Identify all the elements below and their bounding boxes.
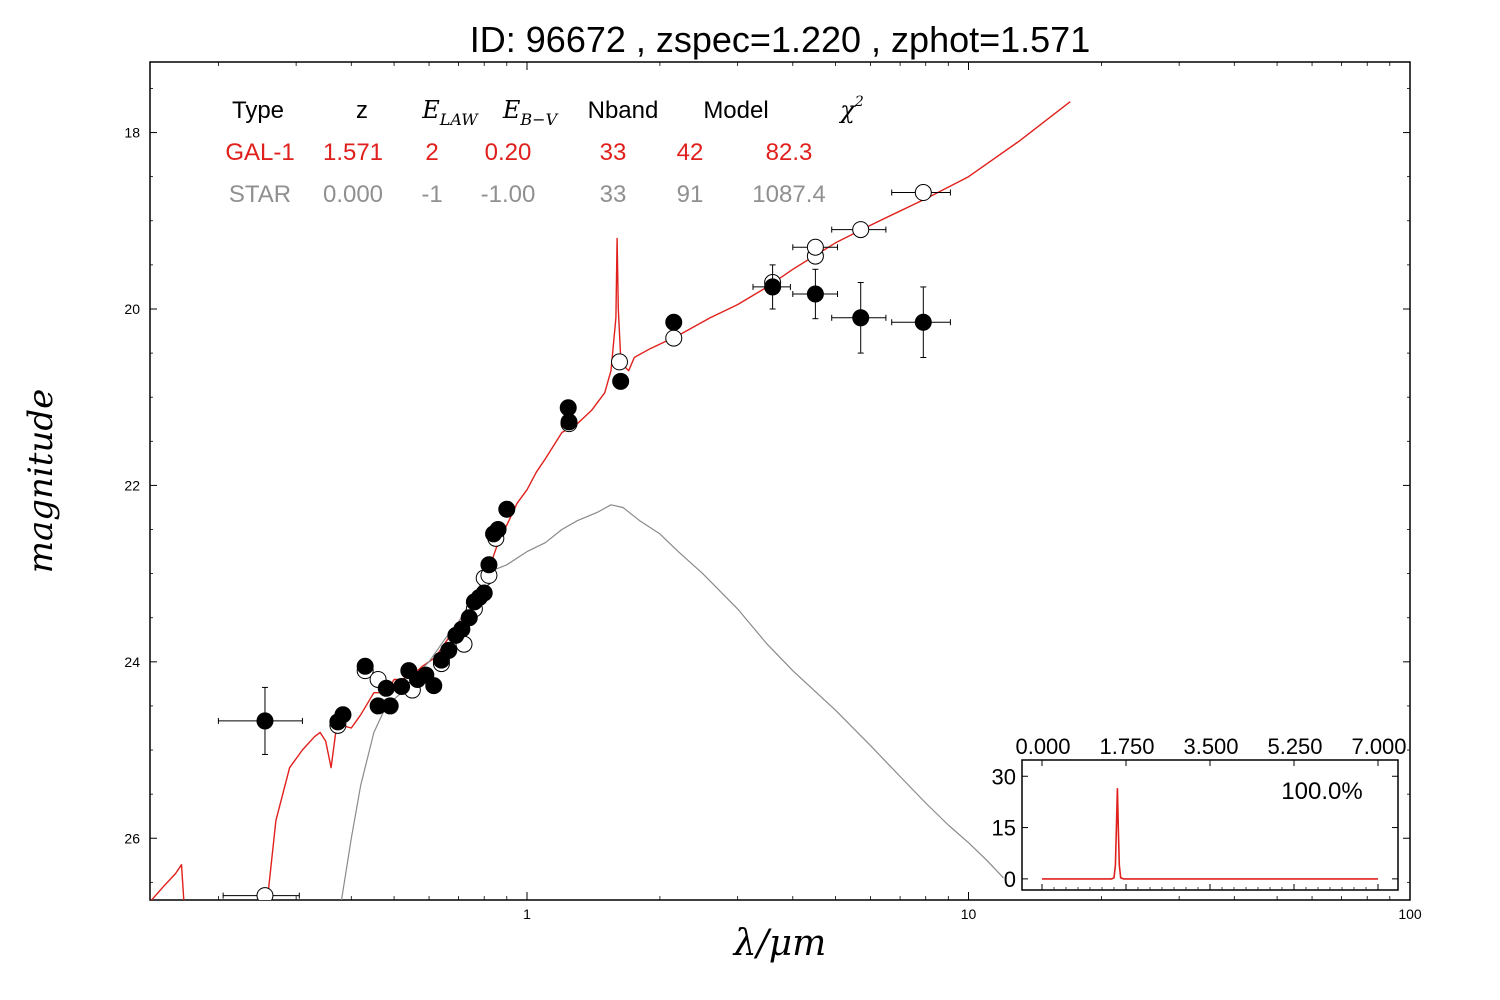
observed-flux-point: [852, 309, 870, 327]
observed-flux-point: [475, 584, 493, 602]
inset-y-tick-label: 15: [992, 816, 1016, 841]
y-tick-label: 18: [124, 125, 140, 141]
x-minor-ticks: [217, 62, 1391, 900]
inset-probability-label: 100.0%: [1281, 778, 1362, 805]
inset-x-tick-label: 3.500: [1183, 734, 1238, 759]
observed-flux-point: [559, 399, 577, 417]
table-cell: 33: [600, 139, 627, 166]
y-tick-label: 26: [124, 830, 140, 846]
inset-y-tick-label: 30: [992, 764, 1016, 789]
observed-flux-point: [393, 678, 411, 696]
model-flux-point: [806, 238, 824, 256]
observed-flux-point: [764, 278, 782, 296]
x-ticks: 1 10 100: [523, 62, 1422, 922]
table-cell: -1.00: [481, 181, 536, 208]
observed-flux-point: [377, 679, 395, 697]
table-header: ELAW: [421, 96, 479, 129]
observed-flux-point: [665, 313, 683, 331]
model-curves: [150, 101, 1071, 900]
table-cell: 0.000: [323, 181, 383, 208]
table-header: χ2: [838, 94, 864, 124]
observed-flux-point: [440, 641, 458, 659]
table-cell: 91: [677, 181, 704, 208]
x-tick-label: 100: [1398, 906, 1422, 922]
observed-flux-point: [806, 285, 824, 303]
model-flux-point: [256, 887, 274, 900]
table-cell: 2: [425, 139, 438, 166]
inset-y-tick-label: 0: [1004, 867, 1016, 892]
y-tick-label: 24: [124, 654, 140, 670]
fit-results-table: Type z ELAW EB−V Nband Model χ2 GAL-1 1.571 2 0.20…: [225, 94, 864, 208]
model-flux-point: [852, 221, 870, 239]
y-axis-label: magnitude: [21, 389, 61, 574]
observed-flux-point: [560, 413, 578, 431]
observed-flux-point: [480, 556, 498, 574]
plot-frame: [149, 61, 1411, 901]
observed-flux-point: [460, 609, 478, 627]
table-cell: 1.571: [323, 139, 383, 166]
table-cell: 0.20: [485, 139, 532, 166]
chart-title: ID: 96672 , zspec=1.220 , zphot=1.571: [470, 19, 1090, 60]
table-header: z: [356, 97, 368, 124]
observed-flux-point: [356, 657, 374, 675]
redshift-pdf-inset: 0.000 1.750 3.500 5.250 7.000 30 15 0 100.0%: [992, 734, 1407, 892]
table-header: Nband: [588, 97, 659, 124]
table-header: Type: [232, 97, 284, 124]
x-tick-label: 1: [523, 906, 531, 922]
model-flux-point: [610, 353, 628, 371]
photometry-points: [217, 184, 951, 900]
table-header: EB−V: [502, 96, 559, 129]
observed-flux-point: [256, 712, 274, 730]
inset-pdf-curve: [1042, 788, 1378, 880]
inset-frame: [1021, 759, 1399, 891]
table-cell: 42: [677, 139, 704, 166]
observed-flux-point: [612, 372, 630, 390]
table-cell: STAR: [229, 181, 291, 208]
x-tick-label: 10: [961, 906, 977, 922]
y-tick-label: 22: [124, 477, 140, 493]
observed-flux-point: [425, 677, 443, 695]
observed-flux-point: [381, 697, 399, 715]
inset-x-tick-label: 7.000: [1351, 734, 1406, 759]
inset-ticks: 0.000 1.750 3.500 5.250 7.000 30 15 0: [992, 734, 1407, 892]
observed-flux-point: [498, 500, 516, 518]
galaxy-model-curve: [150, 101, 1071, 900]
observed-flux-point: [489, 521, 507, 539]
inset-pdf-line: [1042, 788, 1378, 880]
x-axis-label: λ/μm: [732, 923, 826, 964]
y-tick-label: 20: [124, 301, 140, 317]
observed-flux-point: [914, 313, 932, 331]
table-cell: 1087.4: [752, 181, 825, 208]
model-flux-point: [914, 184, 932, 202]
observed-flux-point: [334, 706, 352, 724]
table-cell: GAL-1: [225, 139, 294, 166]
inset-x-tick-label: 1.750: [1099, 734, 1154, 759]
y-ticks: 18 20 22 24 26: [124, 88, 1410, 883]
table-cell: 33: [600, 181, 627, 208]
table-cell: -1: [421, 181, 442, 208]
table-header: Model: [703, 97, 768, 124]
star-model-curve: [340, 504, 1004, 900]
inset-x-tick-label: 5.250: [1267, 734, 1322, 759]
inset-x-tick-label: 0.000: [1015, 734, 1070, 759]
model-flux-point: [665, 329, 683, 347]
table-cell: 82.3: [766, 139, 813, 166]
